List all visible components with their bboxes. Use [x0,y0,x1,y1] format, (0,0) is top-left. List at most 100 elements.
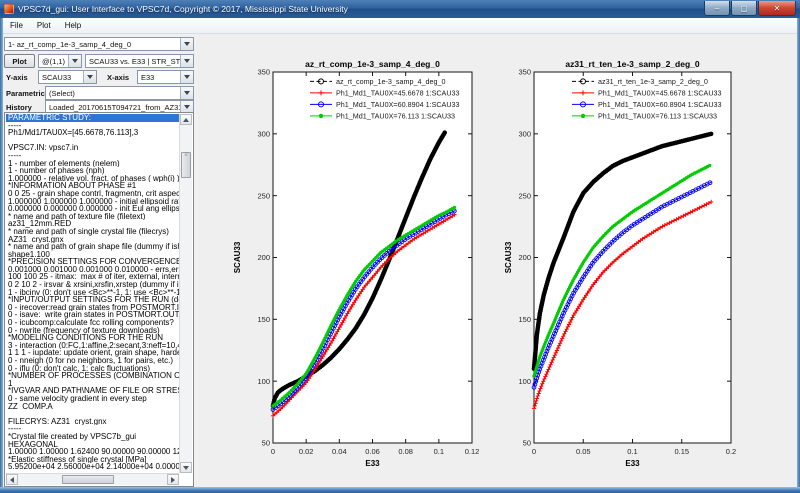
list-line[interactable]: 100 100 25 - itmax: max # of iter, exter… [8,273,179,282]
svg-text:SCAU33: SCAU33 [233,241,242,273]
list-line[interactable]: * name and path of single crystal file (… [8,227,169,236]
dropdown-arrow-icon[interactable] [180,87,193,99]
list-line[interactable]: 1 [8,379,13,388]
parameter-listbox[interactable]: PARAMETRIC STUDY: ----- Ph1/Md1/TAU0X=[45.… [4,112,194,487]
list-line[interactable]: 0 - same velocity gradient in every step [8,394,147,403]
parametric-select[interactable]: (Select) [45,86,194,100]
list-line[interactable]: *INFORMATION ABOUT PHASE #1 [8,182,137,190]
list-line[interactable]: az31_12mm.RED [8,220,72,228]
svg-text:0.15: 0.15 [674,447,689,456]
list-line[interactable]: 5.95200e+04 2.56000e+04 2.14000e+04 0.00… [8,463,179,471]
svg-text:250: 250 [257,191,270,200]
history-select-value: Loaded_20170615T094721_from_AZ31.list [49,102,194,112]
list-line[interactable]: *MODELING CONDITIONS FOR THE RUN [8,334,163,342]
list-line[interactable]: 1 - number of phases (nph) [8,167,105,175]
svg-text:0.1: 0.1 [627,447,637,456]
list-line[interactable]: ----- [8,121,22,130]
list-line[interactable]: HEXAGONAL [8,440,58,449]
xaxis-select[interactable]: E33 [137,70,194,84]
list-line[interactable]: 0 - isave: write grain states in POSTMOR… [8,311,179,320]
list-line[interactable]: 0 - nneigh (0 for no neighbors, 1 for pa… [8,357,173,365]
scroll-down-button[interactable] [180,462,192,473]
list-line[interactable] [6,137,179,145]
list-line[interactable]: 0 - iflu (0: don't calc, 1: calc fluctua… [8,364,151,373]
vertical-scroll-thumb[interactable]: ≡ [181,152,191,178]
svg-text:0: 0 [271,447,275,456]
list-line[interactable]: ----- [8,151,22,160]
list-line[interactable]: Ph1/Md1/TAU0X=[45.6678,76.113],3 [8,129,139,137]
dropdown-arrow-icon[interactable] [83,71,96,83]
list-line[interactable]: AZ31_cryst.gnx [8,235,64,244]
close-button[interactable]: ✕ [758,1,796,16]
list-line[interactable]: * name and path of grain shape file (dum… [8,243,179,251]
list-line[interactable]: 0.000000 0.000000 0.000000 - init Eul an… [8,205,179,213]
series-select[interactable]: SCAU33 vs. E33 | STR_STR.OUT [85,54,194,68]
list-line[interactable] [6,410,179,418]
list-line[interactable]: 0 0 25 - grain shape contrl, fragmentn, … [8,189,179,198]
svg-text:50: 50 [262,439,270,448]
list-line[interactable]: shape1.100 [8,250,50,259]
list-line[interactable]: 1.000000 1.000000 1.000000 - initial ell… [8,197,179,206]
title-bar[interactable]: VPSC7d_gui: User Interface to VPSC7d, Co… [0,0,800,18]
yaxis-select[interactable]: SCAU33 [38,70,97,84]
menu-plot[interactable]: Plot [36,21,51,30]
series-select-value: SCAU33 vs. E33 | STR_STR.OUT [89,56,194,66]
parametric-label: Parametric [6,89,45,98]
list-line[interactable]: FILECRYS: AZ31_cryst.gnx [8,417,107,426]
horizontal-scroll-thumb[interactable] [62,475,114,484]
app-icon [4,4,14,14]
list-line[interactable]: *PRECISION SETTINGS FOR CONVERGENCE PROC… [8,258,179,266]
list-line[interactable]: 1 1 1 - iupdate: update orient, grain sh… [8,349,179,357]
list-line[interactable]: 0 2 10 2 - irsvar & xrsini,xrsfin,xrstep… [8,281,179,289]
subplot-select[interactable]: @(1,1) [38,54,82,68]
scroll-right-button[interactable] [167,474,179,485]
list-line[interactable]: 1 - ibcinv (0: don't use <Bc>**-1, 1: us… [8,288,179,297]
yaxis-label: Y-axis [6,73,28,82]
list-line[interactable]: 1 - number of elements (nelem) [8,159,120,168]
dropdown-arrow-icon[interactable] [180,71,193,83]
svg-text:0.2: 0.2 [726,447,736,456]
list-line[interactable]: *NUMBER OF PROCESSES (COMBINATION OF UNI… [8,372,179,380]
svg-text:az31_rt_ten_1e-3_samp_2_deg_0: az31_rt_ten_1e-3_samp_2_deg_0 [598,77,708,86]
list-line[interactable]: 3 - interaction (0:FC,1:affine,2:secant,… [8,341,179,350]
chart-compression: 0 0.02 0.04 0.06 0.08 0.1 0.12 50 100 150 200 250 30… [233,59,480,468]
dropdown-arrow-icon[interactable] [180,38,193,50]
svg-text:350: 350 [257,68,270,77]
maximize-button[interactable]: ▢ [731,1,757,16]
plot-button[interactable]: Plot [4,54,35,68]
xaxis-label: X-axis [107,73,130,82]
list-line[interactable]: 0.001000 0.001000 0.001000 0.010000 - er… [8,265,179,274]
dropdown-arrow-icon[interactable] [180,101,193,113]
list-line[interactable]: 1.00000 1.00000 1.62400 90.00000 90.0000… [8,448,179,456]
list-line[interactable]: ----- [8,425,22,433]
svg-text:50: 50 [523,439,531,448]
list-line[interactable]: VPSC7.IN: vpsc7.in [8,144,79,152]
list-line[interactable]: PARAMETRIC STUDY: [6,114,179,122]
chart-tension: 0 0.05 0.1 0.15 0.2 50 100 150 200 250 300 350 az31_… [504,59,736,468]
list-line[interactable]: * name and path of texture file (filetex… [8,212,146,221]
list-line[interactable]: *Crystal file created by VPSC7b_gui [8,432,137,441]
list-line[interactable]: 0 - irecover:read grain states from POST… [8,303,179,312]
minimize-button[interactable]: – [704,1,730,16]
menu-file[interactable]: File [10,21,23,30]
dropdown-arrow-icon[interactable] [68,55,81,67]
scroll-left-button[interactable] [6,474,18,485]
svg-text:350: 350 [518,68,531,77]
menu-help[interactable]: Help [64,21,82,30]
yaxis-select-value: SCAU33 [42,72,72,82]
list-line[interactable]: *Elastic stiffness of single crystal [MP… [8,455,147,464]
vertical-scrollbar[interactable]: ≡ [179,114,192,473]
list-line[interactable]: 0 - icubcomp:calculate fcc rolling compo… [8,319,174,327]
list-line[interactable]: *IVGVAR AND PATH\NAME OF FILE OR STRESS … [8,387,179,395]
dataset-select[interactable]: 1- az_rt_comp_1e-3_samp_4_deg_0 [4,37,194,51]
list-line[interactable]: *INPUT/OUTPUT SETTINGS FOR THE RUN (defa… [8,296,179,304]
dropdown-arrow-icon[interactable] [180,55,193,67]
list-line[interactable]: 0 - nwrite (frequency of texture downloa… [8,326,160,335]
list-line[interactable]: 1.000000 - relative vol. fract. of phase… [8,174,179,183]
list-line[interactable]: ZZ_COMP.A [8,402,53,411]
svg-text:0.12: 0.12 [465,447,480,456]
svg-text:0.04: 0.04 [332,447,347,456]
scroll-up-button[interactable] [180,114,192,125]
horizontal-scrollbar[interactable] [6,473,179,485]
subplot-select-value: @(1,1) [42,56,66,66]
